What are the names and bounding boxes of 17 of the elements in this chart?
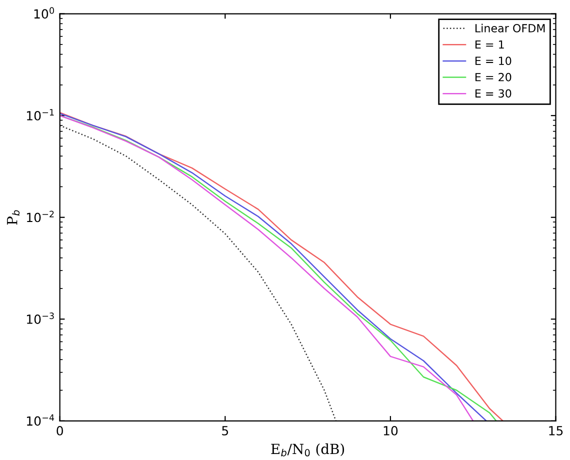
y-tick-label: 10$^{−4}$	[26, 414, 54, 426]
legend-label: Linear OFDM	[475, 24, 545, 32]
x-tick-label: 15	[549, 426, 563, 436]
x-tick-label: 0	[56, 426, 63, 436]
y-tick-label: 10$^{−2}$	[26, 210, 54, 222]
x-tick-label: 5	[222, 426, 228, 436]
y-tick-label: 10$^{−3}$	[26, 312, 54, 324]
y-axis-title: P$_{b}$	[7, 210, 20, 225]
y-tick-label: 10$^{−1}$	[26, 109, 54, 120]
line-series	[60, 124, 337, 421]
y-tick-label: 10$^{0}$	[34, 7, 54, 19]
legend-label: E = 1	[475, 40, 504, 49]
x-tick-label: 10	[384, 426, 398, 436]
x-axis-title: E$_{b}$/N$_{0}$ (dB)	[271, 443, 344, 456]
legend-label: E = 20	[475, 72, 512, 82]
legend-label: E = 30	[475, 89, 512, 98]
legend-label: E = 10	[475, 56, 512, 66]
